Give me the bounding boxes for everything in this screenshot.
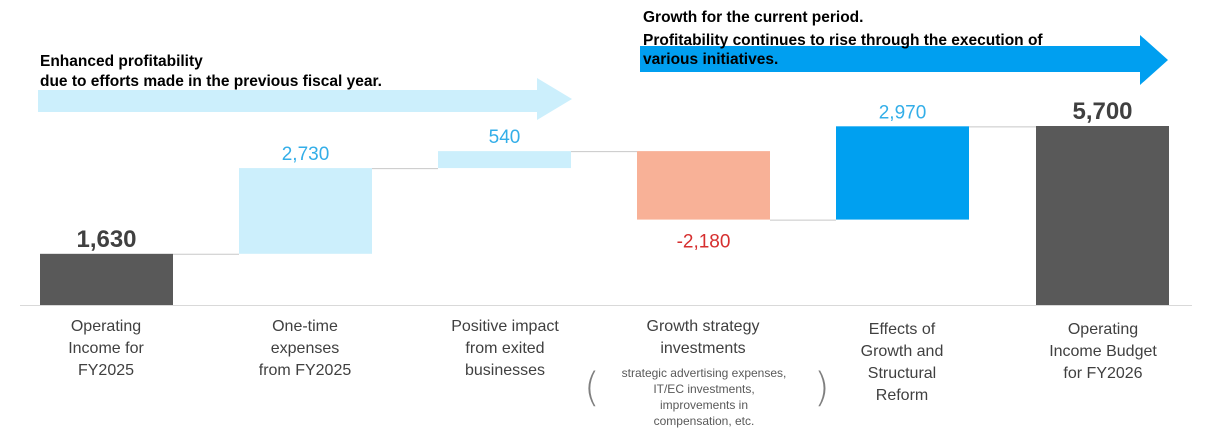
category-label-fy2025: Operating Income for FY2025 bbox=[68, 318, 144, 379]
arrows-layer bbox=[38, 35, 1168, 120]
category-label-growth-investments: Growth strategy investments bbox=[646, 318, 760, 357]
left-arrow bbox=[38, 78, 572, 120]
data-label: 2,970 bbox=[879, 102, 927, 123]
data-label: 5,700 bbox=[1072, 98, 1132, 125]
right-arrow bbox=[640, 35, 1168, 85]
data-label: 2,730 bbox=[282, 144, 330, 165]
data-label: 540 bbox=[489, 127, 521, 148]
data-label: -2,180 bbox=[677, 232, 731, 253]
left-arrow-subtitle: due to efforts made in the previous fisc… bbox=[40, 73, 382, 90]
bars-layer bbox=[20, 126, 1192, 306]
bar-growth-reform bbox=[836, 126, 969, 220]
bar-fy2026-budget bbox=[1036, 126, 1169, 305]
category-label-one-time-expenses: One-time expenses from FY2025 bbox=[258, 318, 352, 379]
category-label-fy2026-budget: Operating Income Budget for FY2026 bbox=[1049, 321, 1157, 382]
bar-growth-investments bbox=[637, 151, 770, 220]
category-label-growth-reform: Effects of Growth and Structural Reform bbox=[860, 321, 944, 404]
labels-layer: 1,630 2,730 540 -2,180 2,970 5,700 bbox=[76, 98, 1132, 253]
right-arrow-title: Growth for the current period. bbox=[643, 9, 864, 26]
bar-exited-businesses bbox=[438, 151, 571, 169]
note-open-paren: ( bbox=[584, 365, 600, 411]
growth-investments-note: strategic advertising expenses, IT/EC in… bbox=[621, 366, 787, 428]
data-label: 1,630 bbox=[76, 226, 136, 253]
category-label-exited-businesses: Positive impact from exited businesses bbox=[451, 318, 559, 379]
note-close-paren: ) bbox=[814, 365, 830, 411]
right-arrow-line2: various initiatives. bbox=[643, 51, 779, 68]
right-arrow-line1: Profitability continues to rise through … bbox=[643, 32, 1043, 49]
bar-fy2025 bbox=[40, 253, 173, 305]
left-arrow-title: Enhanced profitability bbox=[40, 53, 203, 70]
bar-one-time-expenses bbox=[239, 168, 372, 254]
